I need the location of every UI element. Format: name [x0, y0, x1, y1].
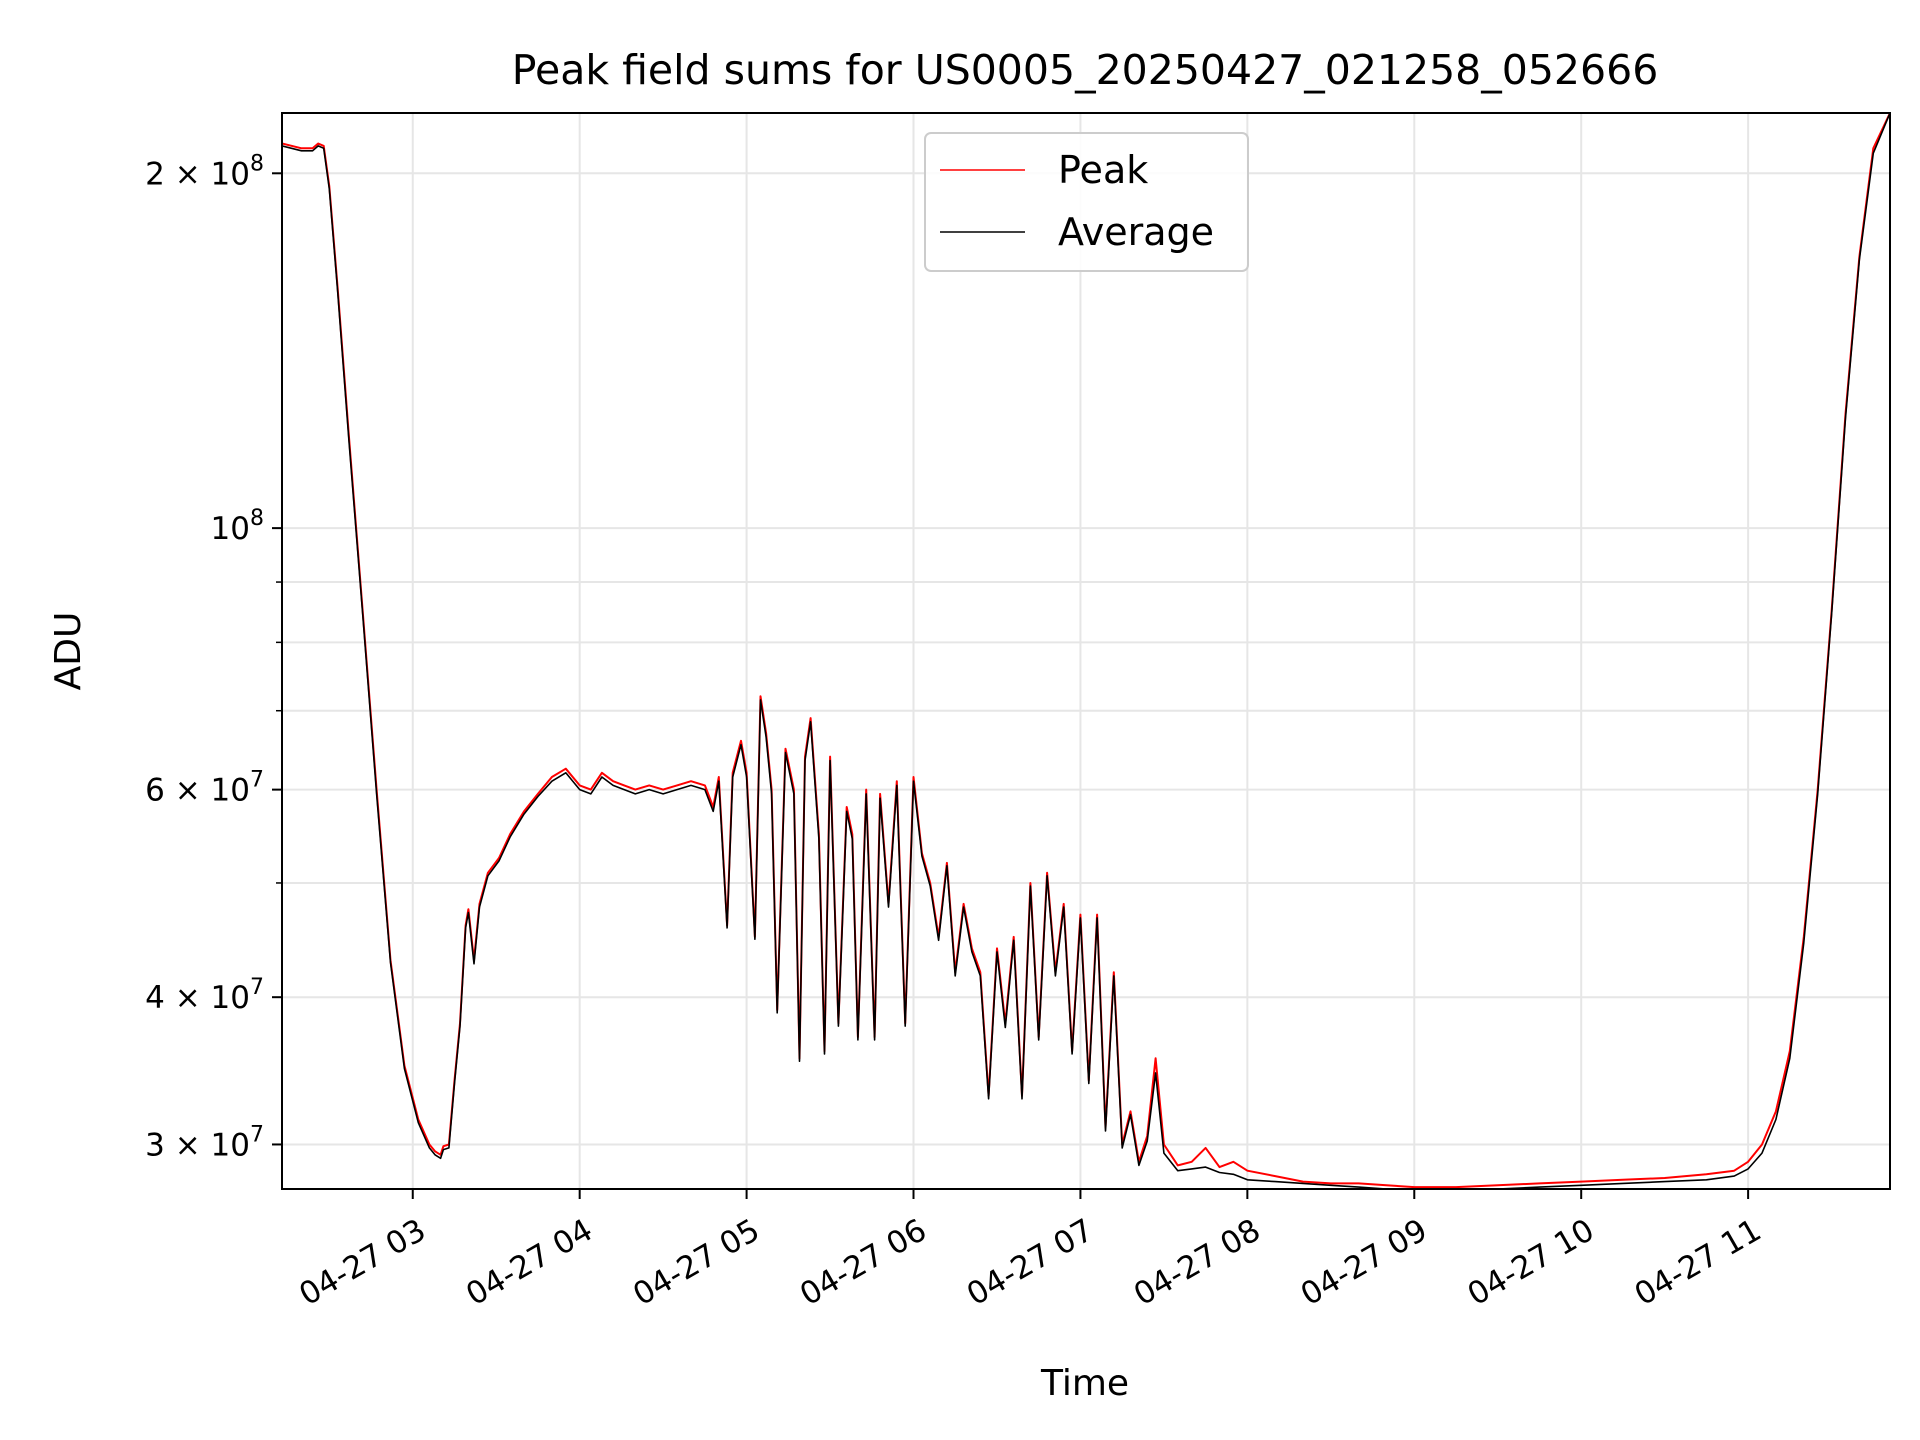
x-tick-label: 04-27 03 — [293, 1212, 432, 1313]
x-tick-label: 04-27 10 — [1462, 1212, 1601, 1313]
x-tick-label: 04-27 08 — [1128, 1212, 1267, 1313]
legend-box — [924, 132, 1249, 272]
legend-average-label: Average — [1058, 210, 1214, 254]
x-tick-label: 04-27 06 — [794, 1212, 933, 1313]
y-tick-label: 6 × 107 — [145, 768, 264, 809]
y-tick-label: 4 × 107 — [145, 975, 264, 1016]
y-tick-label: 2 × 108 — [145, 151, 264, 192]
x-tick-label: 04-27 11 — [1629, 1212, 1768, 1313]
y-tick-label: 3 × 107 — [145, 1122, 264, 1163]
x-tick-label: 04-27 04 — [460, 1212, 599, 1313]
x-tick-label: 04-27 05 — [627, 1212, 766, 1313]
y-axis-label: ADU — [48, 612, 89, 691]
series-layer — [282, 113, 1890, 1189]
series-line-average — [282, 113, 1890, 1189]
legend: Peak Average — [924, 132, 1249, 272]
legend-peak-label: Peak — [1058, 148, 1148, 192]
x-tick-label: 04-27 07 — [961, 1212, 1100, 1313]
y-axis: 3 × 107 4 × 107 6 × 107 108 2 × 108 — [145, 151, 282, 1163]
x-tick-label: 04-27 09 — [1295, 1212, 1434, 1313]
y-tick-label: 108 — [211, 506, 264, 547]
plot-frame — [281, 112, 1891, 1190]
x-axis-label: Time — [1040, 1363, 1129, 1404]
chart-title: Peak field sums for US0005_20250427_0212… — [512, 46, 1659, 94]
x-axis: 04-27 03 04-27 04 04-27 05 04-27 06 04-27 07… — [293, 1189, 1767, 1313]
